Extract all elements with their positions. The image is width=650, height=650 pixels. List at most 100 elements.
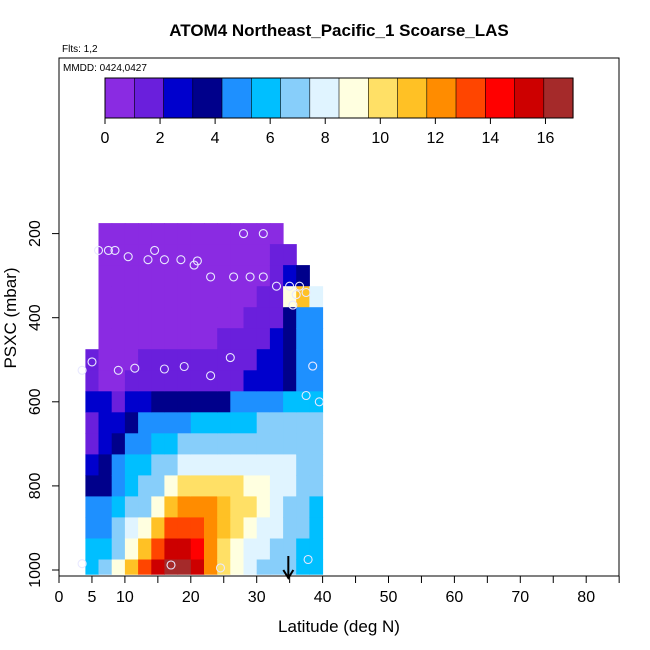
heatmap-cell — [138, 559, 152, 575]
heatmap-cell — [283, 475, 297, 497]
heatmap-cell — [164, 286, 179, 308]
heatmap-cell — [204, 244, 218, 266]
heatmap-cell — [98, 328, 113, 350]
heatmap-cell — [138, 517, 152, 539]
x-axis-label: Latitude (deg N) — [278, 617, 400, 636]
heatmap-cell — [177, 349, 192, 371]
heatmap-cell — [309, 412, 324, 434]
heatmap-cell — [296, 559, 310, 575]
heatmap-cell — [204, 223, 218, 245]
y-tick-label: 200 — [27, 220, 44, 247]
observation-marker — [258, 229, 268, 239]
heatmap-cell — [217, 391, 231, 413]
heatmap-cell — [98, 559, 113, 575]
colorbar-segment — [134, 78, 165, 118]
colorbar-tick-label: 2 — [156, 130, 165, 147]
heatmap-cell — [85, 496, 100, 518]
observation-marker — [225, 353, 235, 363]
heatmap-cell — [269, 244, 284, 266]
heatmap-cell — [217, 454, 231, 476]
heatmap-cell — [283, 286, 297, 308]
heatmap-cell — [296, 307, 310, 329]
heatmap-cell — [296, 496, 310, 518]
heatmap-cell — [217, 244, 231, 266]
chart-title: ATOM4 Northeast_Pacific_1 Scoarse_LAS — [169, 21, 509, 40]
heatmap-cell — [309, 454, 324, 476]
heatmap-cell — [177, 517, 192, 539]
heatmap-cell — [98, 454, 113, 476]
colorbar-tick-label: 6 — [266, 130, 275, 147]
heatmap-cell — [230, 433, 244, 455]
heatmap-cell — [85, 454, 100, 476]
heatmap-cell — [230, 517, 244, 539]
heatmap-cell — [243, 433, 258, 455]
heatmap-cell — [256, 349, 271, 371]
observation-marker — [288, 300, 298, 310]
heatmap-cell — [204, 265, 218, 287]
observation-marker — [271, 281, 282, 291]
heatmap-cell — [98, 496, 113, 518]
heatmap-cell — [217, 496, 231, 518]
colorbar: 0 2 4 6 8 10 12 14 16 — [101, 77, 574, 147]
heatmap-cell — [124, 412, 139, 434]
heatmap-cell — [190, 475, 205, 497]
colorbar-segment — [485, 78, 516, 118]
heatmap-cell — [256, 370, 271, 392]
heatmap-cell — [269, 223, 284, 245]
observation-marker — [176, 255, 186, 265]
heatmap-cell — [243, 391, 258, 413]
heatmap-cell — [151, 223, 165, 245]
heatmap-cell — [164, 307, 179, 329]
heatmap-cell — [164, 349, 179, 371]
heatmap-cell — [85, 559, 100, 575]
heatmap-cell — [151, 370, 165, 392]
heatmap-cell — [138, 370, 152, 392]
observation-marker — [303, 554, 313, 565]
x-tick-label: 50 — [380, 589, 398, 606]
heatmap-cell — [190, 349, 205, 371]
colorbar-segment — [397, 78, 428, 118]
colorbar-tick-label: 8 — [321, 130, 330, 147]
heatmap-cell — [111, 517, 126, 539]
colorbar-tick-label: 12 — [426, 130, 444, 147]
x-tick-label: 5 — [87, 589, 96, 606]
observation-marker — [308, 361, 318, 371]
heatmap-cell — [98, 433, 113, 455]
heatmap-cell — [296, 412, 310, 434]
heatmap-cell — [217, 538, 231, 560]
heatmap-cell — [98, 223, 113, 245]
heatmap-cell — [256, 538, 271, 560]
heatmap-cell — [124, 433, 139, 455]
colorbar-tick-label: 16 — [537, 130, 555, 147]
heatmap-cell — [309, 559, 324, 575]
heatmap-cell — [243, 328, 258, 350]
heatmap-cell — [138, 433, 152, 455]
heatmap-cell — [204, 412, 218, 434]
heatmap-cell — [138, 244, 152, 266]
colorbar-segment — [514, 78, 545, 118]
heatmap-cell — [151, 433, 165, 455]
heatmap-cell — [269, 265, 284, 287]
heatmap-cell — [151, 349, 165, 371]
heatmap-cell — [164, 244, 179, 266]
heatmap-cell — [256, 433, 271, 455]
observation-marker — [285, 281, 295, 291]
heatmap-cell — [85, 370, 100, 392]
x-tick-label: 30 — [248, 589, 266, 606]
colorbar-segment — [309, 78, 340, 118]
observation-marker — [229, 272, 239, 282]
heatmap-cell — [177, 265, 192, 287]
heatmap-cell — [283, 433, 297, 455]
heatmap-cell — [111, 559, 126, 575]
heatmap-cell — [111, 307, 126, 329]
heatmap-cell — [217, 349, 231, 371]
heatmap-cell — [243, 244, 258, 266]
heatmap-cell — [204, 286, 218, 308]
heatmap-cell — [256, 559, 271, 575]
heatmap-cell — [283, 454, 297, 476]
heatmap-cell — [164, 517, 179, 539]
heatmap-cell — [269, 349, 284, 371]
heatmap-cell — [124, 559, 139, 575]
heatmap-cell — [269, 391, 284, 413]
observation-marker — [87, 357, 97, 367]
